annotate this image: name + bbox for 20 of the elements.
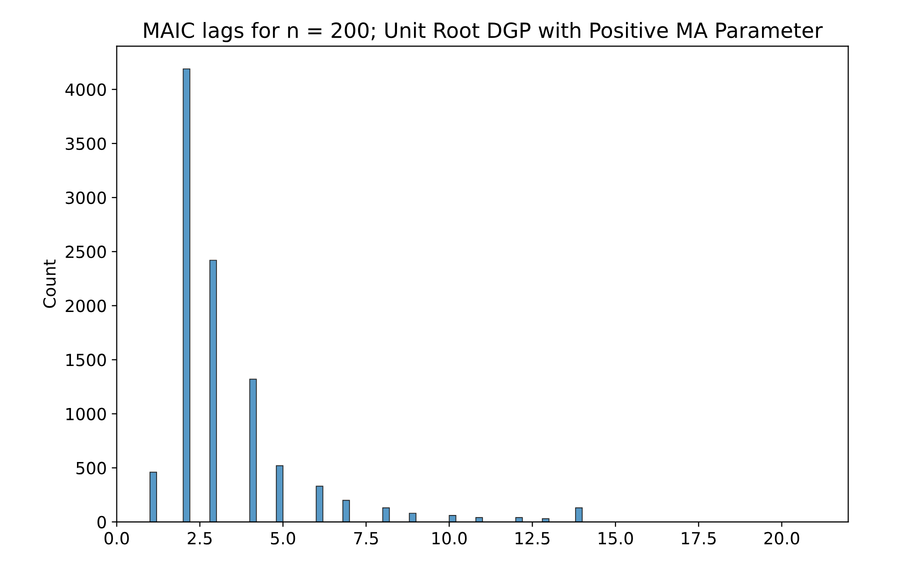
- x-tick-label: 20.0: [764, 532, 800, 545]
- x-tick-label: 2.5: [188, 532, 212, 545]
- y-tick-label: 1500: [66, 354, 106, 366]
- y-tick-label: 2000: [66, 300, 106, 312]
- y-tick-label: 4000: [65, 83, 106, 96]
- x-tick-label: 5.0: [271, 532, 296, 545]
- x-tick-label: 10.0: [432, 532, 467, 545]
- x-tick-label: 0.0: [104, 532, 129, 545]
- y-tick-label: 2500: [66, 246, 106, 258]
- chart-title: MAIC lags for n = 200; Unit Root DGP with Positive MA Parameter: [144, 22, 823, 42]
- y-tick-label: 3500: [66, 137, 106, 150]
- y-tick-label: 0: [97, 516, 106, 528]
- x-tick-label: 12.5: [516, 532, 550, 545]
- x-tick-label: 7.5: [354, 532, 378, 545]
- y-tick-label: 500: [76, 462, 106, 474]
- x-tick-label: 15.0: [598, 532, 633, 545]
- y-axis-title: Count: [43, 260, 56, 308]
- x-tick-label: 17.5: [682, 532, 716, 545]
- y-tick-label: 3000: [66, 192, 106, 204]
- y-tick-label: 1000: [66, 408, 106, 420]
